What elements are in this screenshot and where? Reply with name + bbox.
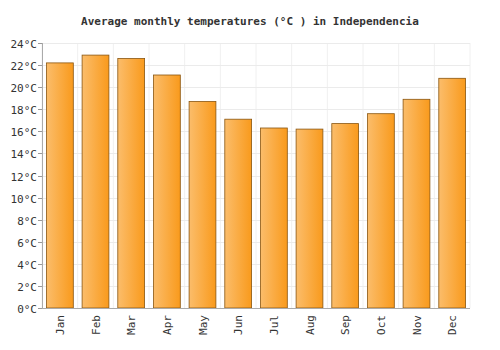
v-grid-line: [434, 43, 435, 308]
bar: [261, 128, 288, 308]
x-tick-label: Aug: [304, 315, 317, 335]
y-tick: [38, 242, 42, 243]
y-tick-label: 8°C: [17, 215, 37, 228]
y-tick: [38, 198, 42, 199]
x-tick-label: Sep: [339, 315, 352, 335]
y-tick: [38, 308, 42, 309]
y-tick-label: 18°C: [11, 104, 38, 117]
y-tick-label: 24°C: [11, 38, 38, 51]
x-tick-label: May: [197, 315, 210, 335]
v-grid-line: [149, 43, 150, 308]
bar: [189, 102, 216, 309]
bar: [403, 99, 430, 308]
y-tick-label: 12°C: [11, 171, 38, 184]
v-grid-line: [327, 43, 328, 308]
v-grid-line: [291, 43, 292, 308]
grid-line: [42, 308, 470, 309]
y-tick-label: 10°C: [11, 193, 38, 206]
y-tick-label: 14°C: [11, 148, 38, 161]
bar: [296, 129, 323, 308]
y-tick-label: 22°C: [11, 60, 38, 73]
x-tick-label: Oct: [375, 315, 388, 335]
bar: [118, 59, 145, 309]
v-grid-line: [113, 43, 114, 308]
bars: [47, 55, 466, 308]
bar: [82, 55, 109, 308]
v-grid-line: [470, 43, 471, 308]
x-tick-label: Apr: [161, 315, 174, 335]
x-tick-label: Jun: [232, 315, 245, 335]
y-tick: [38, 43, 42, 44]
x-tick-label: Jan: [54, 315, 67, 335]
x-tick-label: Dec: [446, 315, 459, 335]
grid-line: [42, 43, 470, 44]
y-tick: [38, 264, 42, 265]
y-axis-line: [42, 43, 43, 308]
v-grid-line: [77, 43, 78, 308]
x-tick-label: Nov: [411, 315, 424, 335]
bar: [439, 78, 466, 308]
bar: [368, 114, 395, 308]
y-tick: [38, 131, 42, 132]
v-grid-line: [256, 43, 257, 308]
y-tick: [38, 109, 42, 110]
x-axis-line: [42, 308, 470, 309]
y-tick-label: 2°C: [17, 281, 37, 294]
y-tick-label: 16°C: [11, 126, 38, 139]
v-grid-line: [363, 43, 364, 308]
bar: [332, 124, 359, 308]
v-grid-line: [184, 43, 185, 308]
y-tick: [38, 176, 42, 177]
y-tick-label: 0°C: [17, 303, 37, 316]
bar: [225, 119, 252, 308]
x-tick-label: Feb: [90, 315, 103, 335]
v-grid-line: [220, 43, 221, 308]
y-tick-label: 6°C: [17, 237, 37, 250]
v-grid-line: [398, 43, 399, 308]
x-tick-label: Jul: [268, 315, 281, 335]
y-tick: [38, 87, 42, 88]
y-tick: [38, 153, 42, 154]
y-tick: [38, 286, 42, 287]
y-tick: [38, 220, 42, 221]
bar: [154, 75, 181, 308]
bar: [47, 63, 74, 308]
chart-container: Average monthly temperatures (°C ) in In…: [0, 0, 500, 350]
v-grid-line: [42, 43, 43, 308]
chart-svg: Average monthly temperatures (°C ) in In…: [0, 0, 500, 350]
title: Average monthly temperatures (°C ) in In…: [81, 15, 419, 28]
y-tick-label: 20°C: [11, 82, 38, 95]
y-tick: [38, 65, 42, 66]
x-tick-label: Mar: [125, 315, 138, 335]
y-tick-label: 4°C: [17, 259, 37, 272]
